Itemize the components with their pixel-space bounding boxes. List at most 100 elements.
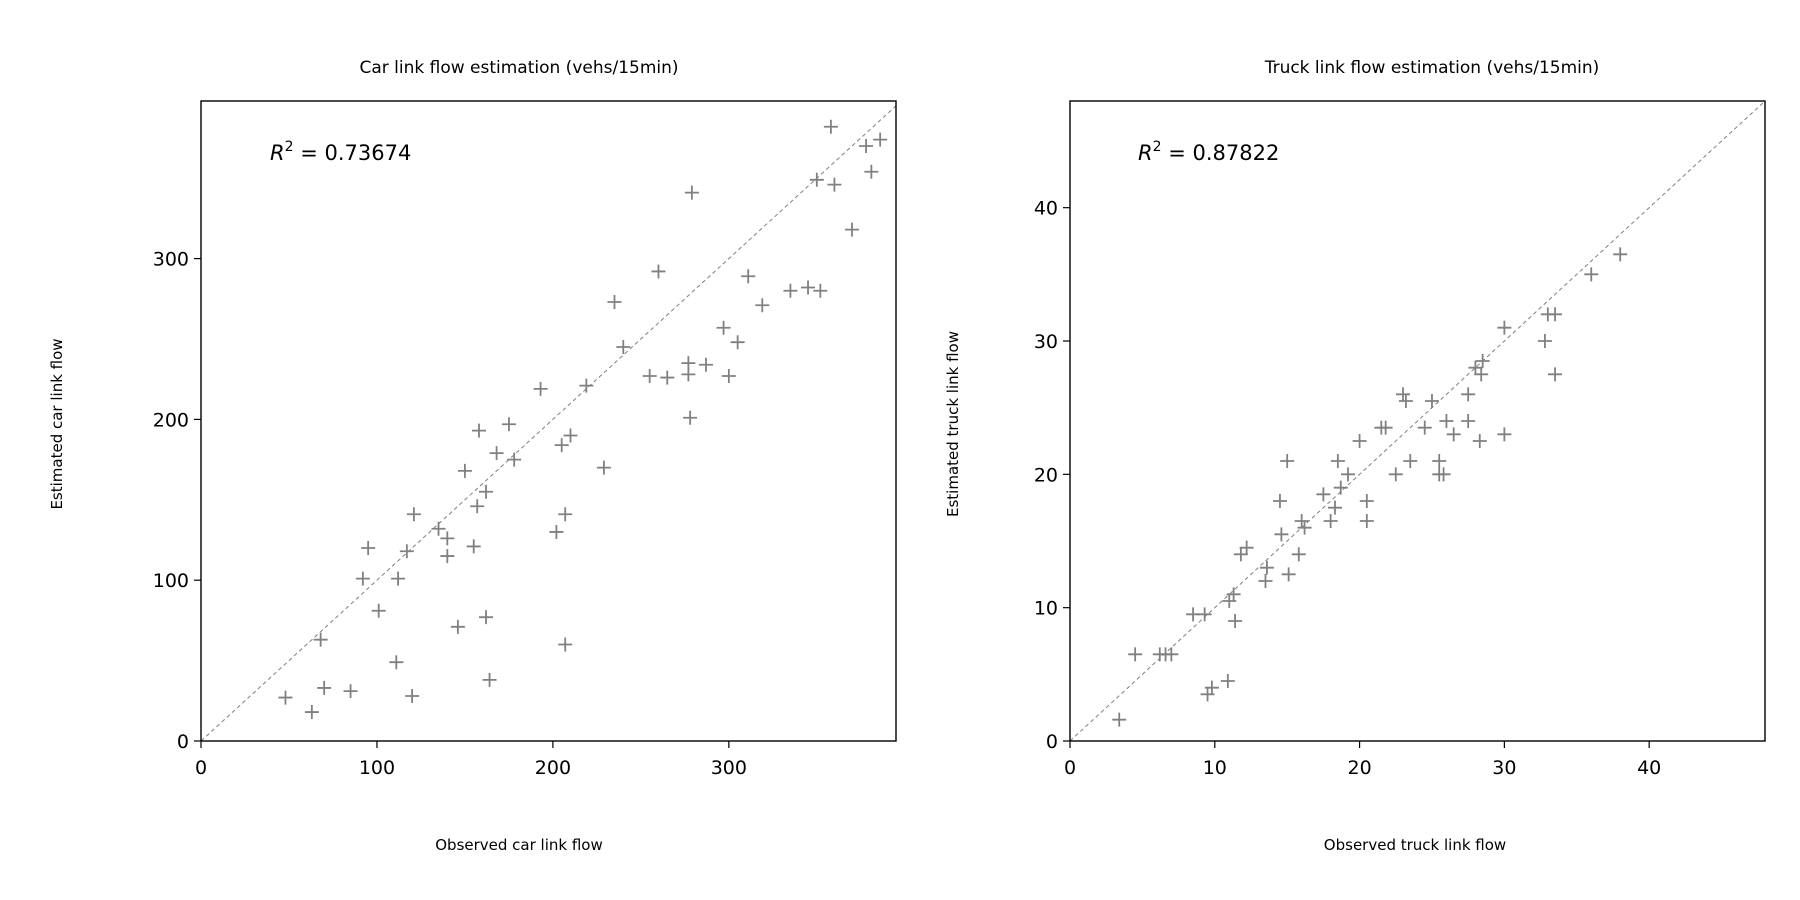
car-data-point bbox=[730, 335, 745, 350]
car-data-point bbox=[507, 452, 522, 467]
truck-data-point bbox=[1584, 267, 1599, 282]
car-data-point bbox=[596, 460, 611, 475]
car-x-tick-label: 0 bbox=[195, 757, 207, 779]
car-data-point bbox=[845, 222, 860, 237]
truck-x-axis-label: Observed truck link flow bbox=[1324, 836, 1506, 854]
truck-x-tick-label: 20 bbox=[1347, 757, 1371, 779]
truck-data-point bbox=[1297, 520, 1312, 535]
truck-data-point bbox=[1378, 420, 1393, 435]
truck-data-point bbox=[1537, 334, 1552, 348]
car-data-point bbox=[470, 499, 485, 514]
truck-data-point bbox=[1398, 394, 1413, 408]
truck-data-point bbox=[1548, 307, 1563, 322]
truck-data-point bbox=[1461, 387, 1476, 402]
truck-x-tick-label: 40 bbox=[1637, 757, 1661, 779]
truck-data-point bbox=[1341, 467, 1355, 482]
truck-data-point bbox=[1164, 647, 1179, 662]
car-data-point bbox=[278, 690, 293, 705]
car-data-point bbox=[607, 295, 622, 310]
truck-x-tick-label: 30 bbox=[1492, 757, 1516, 779]
car-data-point bbox=[405, 688, 420, 703]
car-plot-frame bbox=[200, 100, 897, 742]
truck-r-squared-value: = 0.87822 bbox=[1162, 141, 1280, 165]
car-x-axis-label: Observed car link flow bbox=[435, 836, 603, 854]
car-data-point bbox=[864, 164, 879, 179]
car-data-point bbox=[371, 603, 386, 618]
truck-x-tick-label: 0 bbox=[1064, 757, 1076, 779]
car-y-axis-label: Estimated car link flow bbox=[48, 338, 66, 509]
car-data-point bbox=[440, 531, 455, 546]
truck-data-point bbox=[1128, 647, 1143, 662]
car-data-point bbox=[554, 438, 569, 453]
car-data-point bbox=[660, 370, 675, 385]
truck-data-point bbox=[1497, 320, 1512, 335]
truck-data-point bbox=[1359, 514, 1374, 528]
truck-y-axis-label: Estimated truck link flow bbox=[944, 331, 962, 517]
truck-data-point bbox=[1475, 354, 1490, 368]
car-data-point bbox=[801, 280, 816, 295]
truck-data-point bbox=[1291, 547, 1306, 562]
car-data-point bbox=[558, 637, 573, 652]
car-data-point bbox=[361, 541, 376, 556]
truck-data-point bbox=[1497, 427, 1512, 442]
car-data-point bbox=[741, 269, 756, 284]
truck-data-point bbox=[1323, 514, 1338, 528]
car-data-point bbox=[579, 378, 594, 393]
truck-data-point bbox=[1613, 247, 1628, 262]
car-data-point bbox=[549, 524, 564, 539]
truck-data-point bbox=[1472, 434, 1487, 448]
truck-chart-title: Truck link flow estimation (vehs/15min) bbox=[1264, 58, 1600, 78]
car-data-point bbox=[683, 410, 698, 425]
car-data-point bbox=[440, 549, 455, 564]
car-data-point bbox=[859, 139, 874, 154]
car-data-point bbox=[823, 119, 838, 134]
truck-data-point bbox=[1272, 494, 1287, 508]
car-r-squared-symbol: R bbox=[270, 141, 285, 165]
car-reference-line bbox=[200, 105, 897, 742]
car-data-point bbox=[317, 680, 332, 695]
car-data-point bbox=[489, 446, 504, 461]
truck-data-point bbox=[1396, 387, 1411, 402]
truck-data-point bbox=[1220, 674, 1235, 688]
car-data-point bbox=[809, 172, 824, 187]
truck-data-point bbox=[1461, 414, 1476, 428]
car-data-point bbox=[391, 571, 406, 586]
car-data-point bbox=[616, 340, 631, 355]
truck-data-point bbox=[1468, 360, 1483, 375]
truck-data-point bbox=[1274, 527, 1289, 542]
truck-chart-panel: Truck link flow estimation (vehs/15min) … bbox=[944, 58, 1766, 854]
truck-plot-frame bbox=[1069, 100, 1766, 742]
truck-data-point bbox=[1330, 454, 1345, 468]
truck-data-point bbox=[1548, 367, 1563, 382]
car-x-tick-label: 200 bbox=[535, 757, 571, 779]
car-data-point bbox=[479, 610, 494, 625]
truck-data-point bbox=[1388, 467, 1403, 482]
car-data-point bbox=[501, 417, 516, 432]
truck-data-point bbox=[1333, 480, 1348, 495]
truck-data-point bbox=[1204, 680, 1219, 695]
car-y-tick-label: 300 bbox=[153, 249, 189, 271]
truck-data-point bbox=[1280, 454, 1295, 468]
truck-data-point bbox=[1424, 394, 1439, 408]
car-r-squared-exponent: 2 bbox=[285, 139, 294, 155]
truck-y-tick-label: 20 bbox=[1034, 464, 1058, 486]
car-data-point bbox=[783, 283, 798, 298]
car-data-point bbox=[355, 571, 370, 586]
truck-data-point bbox=[1352, 434, 1367, 448]
car-x-tick-label: 300 bbox=[711, 757, 747, 779]
truck-data-point bbox=[1474, 367, 1489, 382]
truck-data-point bbox=[1439, 414, 1454, 428]
car-data-point bbox=[431, 521, 446, 536]
car-data-point bbox=[472, 423, 486, 438]
car-data-point bbox=[873, 132, 888, 147]
truck-y-tick-label: 40 bbox=[1034, 198, 1058, 220]
car-data-point bbox=[813, 283, 828, 298]
car-chart-title: Car link flow estimation (vehs/15min) bbox=[359, 58, 678, 78]
truck-data-point bbox=[1316, 487, 1331, 502]
car-r-squared-annotation: R2 = 0.73674 bbox=[270, 139, 411, 165]
truck-r-squared-exponent: 2 bbox=[1153, 139, 1162, 155]
truck-data-point bbox=[1417, 420, 1432, 435]
car-data-point bbox=[533, 381, 548, 396]
car-data-point bbox=[563, 428, 578, 443]
car-chart-panel: Car link flow estimation (vehs/15min) Ob… bbox=[48, 58, 897, 854]
